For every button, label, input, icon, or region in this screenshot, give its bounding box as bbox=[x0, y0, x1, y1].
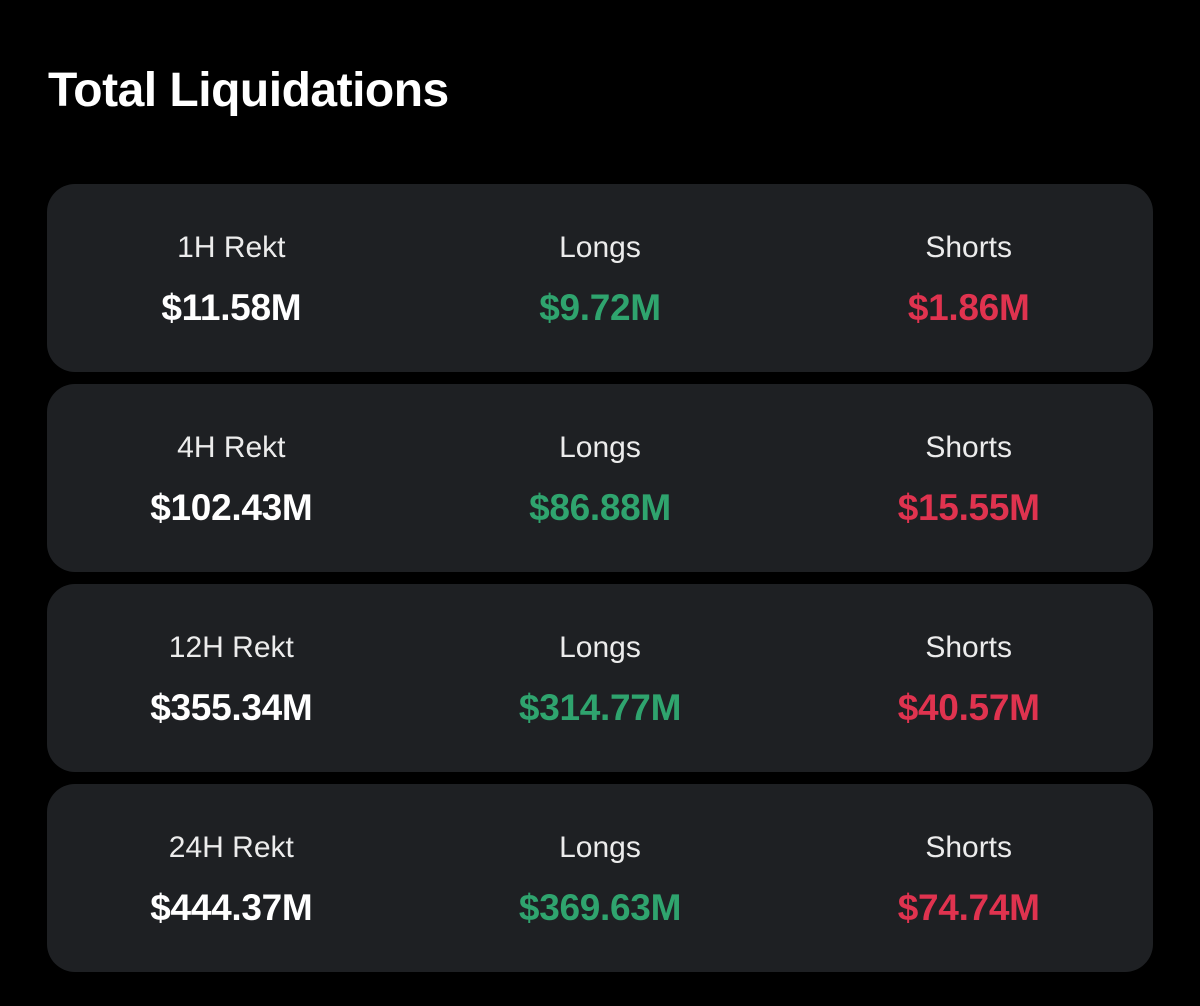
shorts-column: Shorts $1.86M bbox=[784, 184, 1153, 372]
shorts-value: $40.57M bbox=[897, 687, 1040, 728]
total-column: 24H Rekt $444.37M bbox=[47, 784, 416, 972]
shorts-label: Shorts bbox=[925, 231, 1013, 264]
longs-value: $86.88M bbox=[529, 487, 671, 528]
liquidation-card-12h[interactable]: 12H Rekt $355.34M Longs $314.77M Shorts … bbox=[47, 584, 1153, 772]
period-label: 12H Rekt bbox=[168, 631, 294, 664]
longs-column: Longs $369.63M bbox=[416, 784, 785, 972]
longs-column: Longs $86.88M bbox=[416, 384, 785, 572]
shorts-column: Shorts $40.57M bbox=[784, 584, 1153, 772]
longs-value: $314.77M bbox=[518, 687, 682, 728]
total-column: 1H Rekt $11.58M bbox=[47, 184, 416, 372]
liquidation-cards: 1H Rekt $11.58M Longs $9.72M Shorts $1.8… bbox=[47, 184, 1153, 984]
page-title: Total Liquidations bbox=[48, 64, 449, 117]
shorts-label: Shorts bbox=[925, 831, 1013, 864]
total-value: $444.37M bbox=[150, 887, 313, 928]
shorts-value: $1.86M bbox=[907, 287, 1030, 328]
shorts-column: Shorts $15.55M bbox=[784, 384, 1153, 572]
total-value: $102.43M bbox=[150, 487, 313, 528]
longs-column: Longs $314.77M bbox=[416, 584, 785, 772]
shorts-value: $74.74M bbox=[897, 887, 1040, 928]
shorts-column: Shorts $74.74M bbox=[784, 784, 1153, 972]
shorts-value: $15.55M bbox=[897, 487, 1040, 528]
longs-value: $369.63M bbox=[518, 887, 682, 928]
longs-label: Longs bbox=[559, 431, 641, 464]
longs-column: Longs $9.72M bbox=[416, 184, 785, 372]
longs-label: Longs bbox=[559, 831, 641, 864]
total-column: 12H Rekt $355.34M bbox=[47, 584, 416, 772]
longs-label: Longs bbox=[559, 631, 641, 664]
longs-label: Longs bbox=[559, 231, 641, 264]
shorts-label: Shorts bbox=[925, 631, 1013, 664]
liquidation-card-24h[interactable]: 24H Rekt $444.37M Longs $369.63M Shorts … bbox=[47, 784, 1153, 972]
period-label: 1H Rekt bbox=[177, 231, 286, 264]
total-value: $355.34M bbox=[150, 687, 313, 728]
liquidation-card-1h[interactable]: 1H Rekt $11.58M Longs $9.72M Shorts $1.8… bbox=[47, 184, 1153, 372]
longs-value: $9.72M bbox=[539, 287, 661, 328]
liquidation-card-4h[interactable]: 4H Rekt $102.43M Longs $86.88M Shorts $1… bbox=[47, 384, 1153, 572]
period-label: 24H Rekt bbox=[168, 831, 294, 864]
total-column: 4H Rekt $102.43M bbox=[47, 384, 416, 572]
total-value: $11.58M bbox=[161, 287, 302, 328]
period-label: 4H Rekt bbox=[177, 431, 286, 464]
shorts-label: Shorts bbox=[925, 431, 1013, 464]
